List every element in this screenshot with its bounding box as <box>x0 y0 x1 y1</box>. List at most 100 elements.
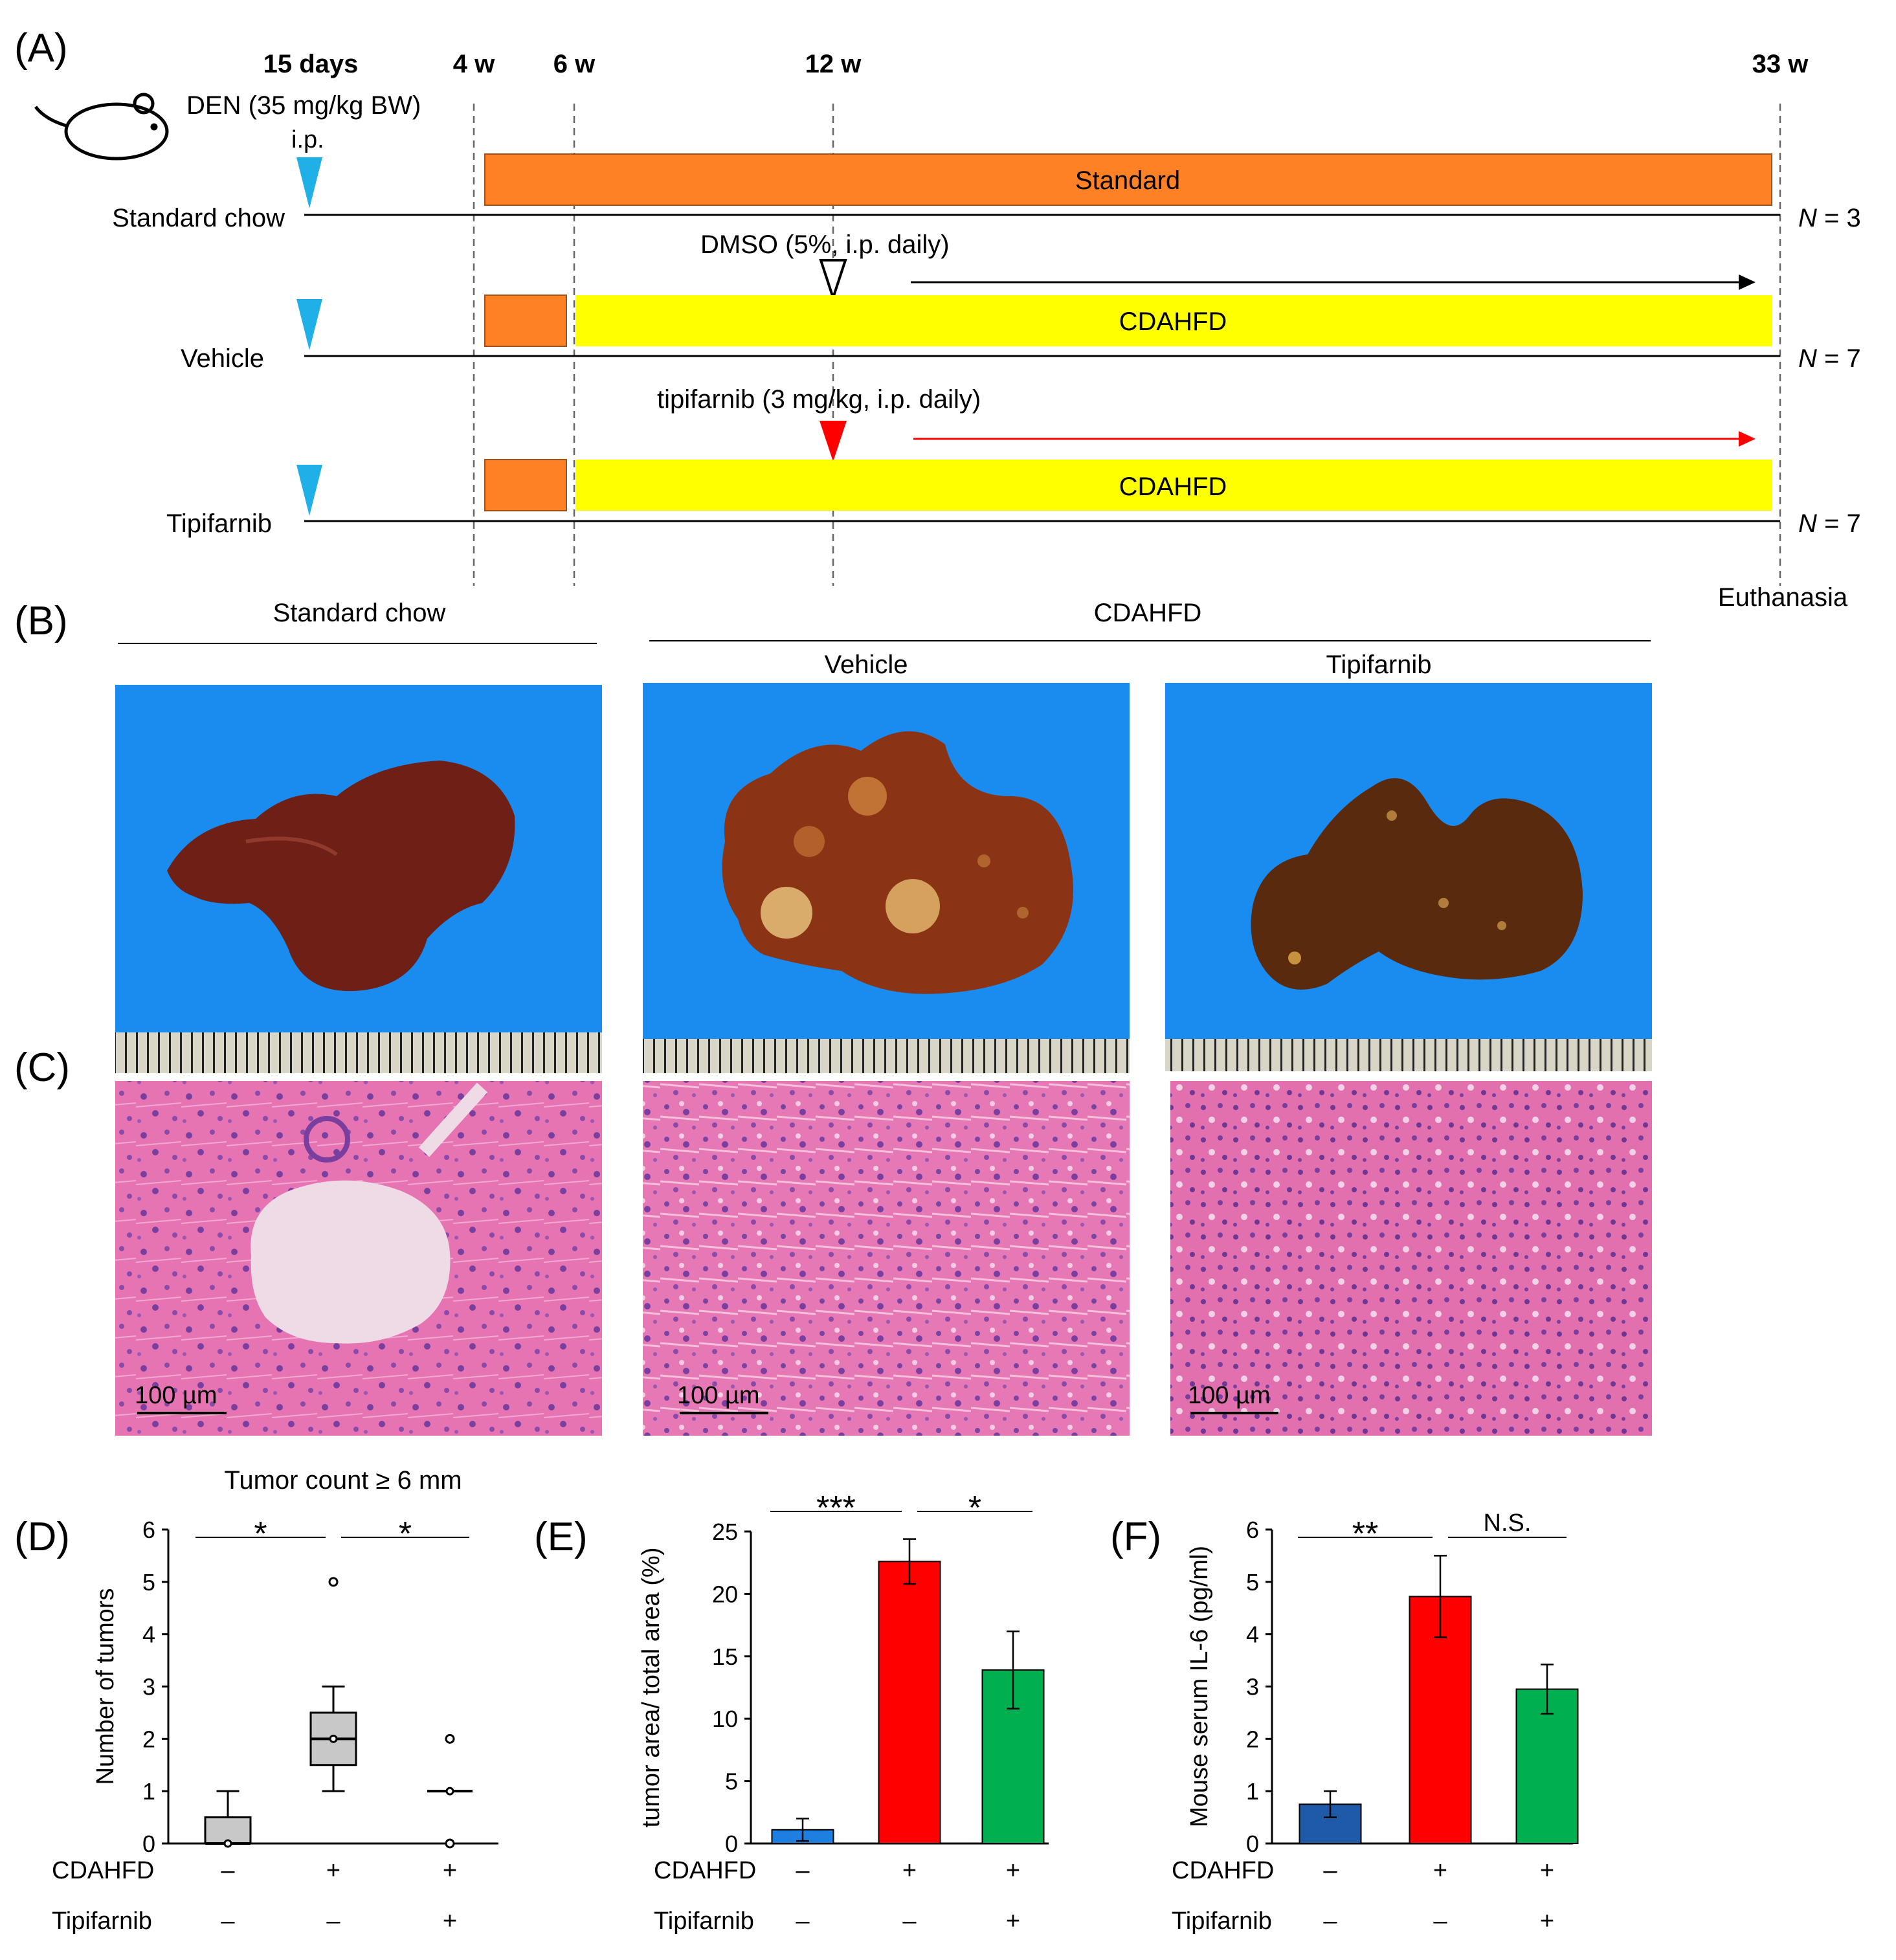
panel-c-label: (C) <box>14 1045 70 1090</box>
box-mean-point <box>223 1839 232 1848</box>
y-tick-label: 0 <box>1246 1831 1259 1857</box>
y-tick-label: 3 <box>142 1674 155 1700</box>
condition-sign-tipifarnib: + <box>1540 1908 1554 1935</box>
dmso-label: DMSO (5%, i.p. daily) <box>700 230 950 259</box>
group-label-standard-chow: Standard chow <box>112 204 285 232</box>
y-axis-label: tumor area/ total area (%) <box>638 1548 665 1828</box>
y-tick-label: 4 <box>142 1621 155 1648</box>
condition-label-tipifarnib: Tipifarnib <box>1172 1908 1272 1935</box>
den-injection-marker-standard <box>296 157 322 208</box>
vehicle-cdahfd-label: CDAHFD <box>1119 307 1227 336</box>
y-tick-label: 4 <box>1246 1621 1259 1648</box>
chart-title: Tumor count ≥ 6 mm <box>224 1466 462 1495</box>
timepoint-6w: 6 w <box>553 50 596 78</box>
significance-label: N.S. <box>1484 1509 1532 1537</box>
condition-sign-tipifarnib: – <box>902 1908 917 1935</box>
group-n-standard: N = 3 <box>1798 204 1861 232</box>
box-outlier <box>445 1733 455 1744</box>
condition-sign-cdahfd: + <box>1540 1857 1554 1884</box>
vehicle-standard-bar <box>484 295 567 347</box>
subheader-vehicle: Vehicle <box>825 651 908 679</box>
y-tick-label: 15 <box>712 1643 738 1670</box>
significance-label: * <box>254 1515 267 1553</box>
condition-label-tipifarnib: Tipifarnib <box>52 1908 152 1935</box>
header-standard-chow: Standard chow <box>273 599 446 627</box>
tipifarnib-standard-bar <box>484 459 567 511</box>
scale-bar-label-tipifarnib: 100 µm <box>1188 1382 1271 1409</box>
standard-diet-bar <box>484 153 1772 206</box>
panel-e-label: (E) <box>534 1515 588 1559</box>
y-tick-label: 6 <box>142 1517 155 1543</box>
significance-label: * <box>399 1515 412 1553</box>
condition-sign-tipifarnib: + <box>1006 1908 1020 1935</box>
condition-sign-cdahfd: + <box>443 1857 457 1884</box>
header-cdahfd: CDAHFD <box>1094 599 1202 627</box>
tipifarnib-cdahfd-label: CDAHFD <box>1119 473 1227 501</box>
box-outlier <box>328 1577 339 1587</box>
liver-photo-tipifarnib <box>1165 683 1652 1071</box>
condition-sign-cdahfd: – <box>796 1857 810 1884</box>
condition-sign-tipifarnib: – <box>221 1908 235 1935</box>
mouse-icon <box>34 93 169 161</box>
den-injection-marker-tipifarnib <box>296 465 322 516</box>
bar <box>878 1561 941 1844</box>
y-tick-label: 5 <box>142 1569 155 1596</box>
standard-diet-label: Standard <box>1075 166 1180 195</box>
y-tick-label: 0 <box>142 1831 155 1857</box>
tumor-count-boxplot: Tumor count ≥ 6 mm 0 1 2 3 4 5 6 Number of tumor… <box>52 1466 498 1935</box>
den-label: DEN (35 mg/kg BW) <box>186 91 421 120</box>
ip-label: i.p. <box>291 126 324 153</box>
il6-bar-chart: 0 1 2 3 4 5 6 Mouse serum IL-6 (pg/ml) ** N.S. CDA… <box>1172 1509 1579 1935</box>
condition-sign-cdahfd: – <box>221 1857 235 1884</box>
y-tick-label: 5 <box>1246 1569 1259 1596</box>
histology-vehicle: 100 µm <box>643 1081 1130 1436</box>
condition-sign-tipifarnib: – <box>1433 1908 1447 1935</box>
y-tick-label: 1 <box>1246 1778 1259 1805</box>
significance-label: ** <box>1352 1515 1378 1553</box>
histology-standard: 100 µm <box>115 1081 602 1436</box>
y-tick-label: 20 <box>712 1581 738 1607</box>
tipifarnib-cdahfd-bar <box>575 460 1772 511</box>
y-tick-label: 0 <box>725 1831 738 1857</box>
condition-sign-cdahfd: – <box>1323 1857 1337 1884</box>
tipifarnib-arrow-head <box>1739 431 1756 447</box>
y-tick-label: 25 <box>712 1519 738 1545</box>
scale-bar-label-vehicle: 100 µm <box>677 1382 760 1409</box>
histology-tipifarnib: 100 µm <box>1170 1081 1652 1436</box>
y-tick-label: 2 <box>142 1726 155 1752</box>
y-axis-label: Number of tumors <box>92 1588 119 1785</box>
box-iqr <box>204 1816 252 1845</box>
panel-b-label: (B) <box>14 599 68 643</box>
timepoint-33w: 33 w <box>1752 50 1809 78</box>
dmso-start-marker <box>819 259 847 302</box>
euthanasia-label: Euthanasia <box>1718 583 1848 612</box>
panel-a-label: (A) <box>14 26 68 71</box>
condition-sign-tipifarnib: + <box>443 1908 457 1935</box>
condition-label-cdahfd: CDAHFD <box>52 1857 154 1884</box>
liver-photo-standard <box>115 685 602 1073</box>
condition-label-cdahfd: CDAHFD <box>1172 1857 1274 1884</box>
group-n-tipifarnib: N = 7 <box>1798 509 1861 538</box>
significance-label: *** <box>816 1489 856 1527</box>
box-outlier <box>445 1838 455 1849</box>
vehicle-cdahfd-bar <box>575 295 1772 346</box>
significance-label: * <box>968 1489 981 1527</box>
bar <box>1515 1688 1579 1845</box>
tipifarnib-start-marker <box>820 421 847 462</box>
panel-f-label: (F) <box>1110 1515 1161 1559</box>
panel-d-label: (D) <box>14 1515 70 1559</box>
subheader-tipifarnib: Tipifarnib <box>1326 651 1431 679</box>
condition-sign-cdahfd: + <box>1433 1857 1447 1884</box>
condition-sign-tipifarnib: – <box>796 1908 810 1935</box>
box-mean-point <box>329 1734 338 1743</box>
y-tick-label: 3 <box>1246 1674 1259 1700</box>
group-label-tipifarnib: Tipifarnib <box>166 509 272 538</box>
condition-label-tipifarnib: Tipifarnib <box>654 1908 754 1935</box>
condition-sign-cdahfd: + <box>902 1857 917 1884</box>
y-tick-label: 5 <box>725 1768 738 1795</box>
y-axis-label: Mouse serum IL-6 (pg/ml) <box>1186 1546 1213 1827</box>
timepoint-4w: 4 w <box>453 50 495 78</box>
condition-sign-tipifarnib: – <box>1323 1908 1337 1935</box>
